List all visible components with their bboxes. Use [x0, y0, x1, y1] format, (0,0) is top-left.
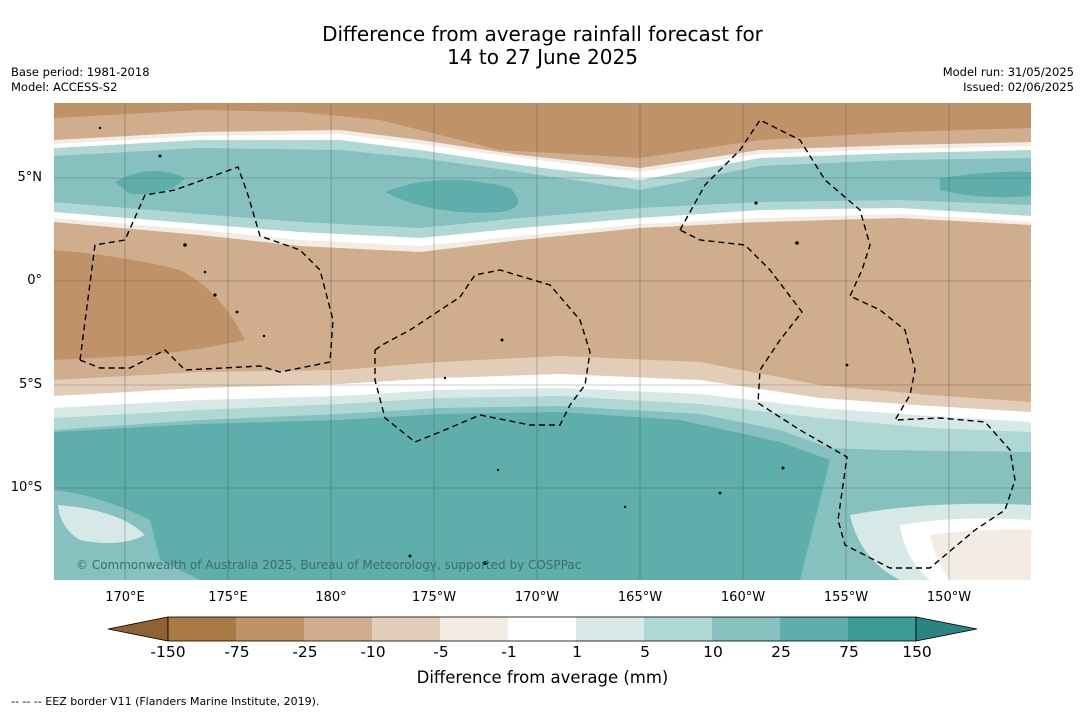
lon-label-150w: 150°W: [926, 590, 972, 605]
lon-label-170w: 170°W: [514, 590, 560, 605]
colorbar-tick: -25: [292, 643, 318, 661]
eez-borders: [79, 119, 1016, 569]
lon-label-155w: 155°W: [823, 590, 869, 605]
lon-label-170e: 170°E: [105, 590, 145, 605]
colorbar-swatch: [644, 617, 712, 641]
model-run-text: Model run: 31/05/2025: [942, 65, 1074, 79]
colorbar-swatch: [236, 617, 304, 641]
run-info: Model run: 31/05/2025 Issued: 02/06/2025: [943, 65, 1074, 95]
wet-core-1: [115, 170, 185, 195]
anomaly-field: [54, 103, 1031, 580]
colorbar-tick: 10: [703, 643, 723, 661]
colorbar-swatch: [168, 617, 236, 641]
eez-line-islands: [679, 119, 1016, 569]
wet-core-south: [54, 412, 830, 580]
wet-core-2: [385, 179, 518, 213]
colorbar-tick: 150: [902, 643, 932, 661]
colorbar-swatch: [780, 617, 848, 641]
lat-label-10s: 10°S: [10, 480, 42, 495]
colorbar-tick: -10: [360, 643, 386, 661]
colorbar-tick: -5: [433, 643, 449, 661]
colorbar-extend-high: [915, 616, 978, 642]
lat-label-5s: 5°S: [18, 377, 42, 392]
colorbar-swatch: [848, 617, 916, 641]
colorbar-extend-low: [107, 616, 169, 642]
dry-patch-west: [54, 250, 245, 360]
colorbar-swatch: [304, 617, 372, 641]
lat-label-0: 0°: [27, 273, 42, 288]
colorbar-swatch: [372, 617, 440, 641]
colorbar-tick: 25: [771, 643, 791, 661]
colorbar-tick: 5: [640, 643, 650, 661]
lon-label-175w: 175°W: [411, 590, 457, 605]
dry-band-north: [54, 103, 1031, 158]
colorbar-tick: 75: [839, 643, 859, 661]
colorbar-tick: 1: [572, 643, 582, 661]
map-title-line2: 14 to 27 June 2025: [447, 45, 638, 69]
eez-phoenix: [374, 269, 591, 443]
colorbar-tick: -150: [150, 643, 186, 661]
issued-text: Issued: 02/06/2025: [963, 80, 1074, 94]
map-title-line1: Difference from average rainfall forecas…: [322, 22, 763, 46]
lon-label-180: 180°: [315, 590, 347, 605]
colorbar-frame: [167, 616, 917, 642]
lon-label-160w: 160°W: [720, 590, 766, 605]
eez-legend-text: -- -- -- EEZ border V11 (Flanders Marine…: [11, 695, 320, 708]
base-period-text: Base period: 1981-2018: [11, 65, 150, 79]
colorbar-swatch: [440, 617, 508, 641]
lon-label-175e: 175°E: [208, 590, 248, 605]
colorbar-label: Difference from average (mm): [416, 668, 669, 687]
colorbar-tick: -75: [224, 643, 250, 661]
colorbar-tick: -1: [501, 643, 517, 661]
lat-label-5n: 5°N: [17, 170, 43, 185]
colorbar-swatch: [712, 617, 780, 641]
island-markers: [98, 126, 849, 565]
lon-label-165w: 165°W: [617, 590, 663, 605]
copyright-text: © Commonwealth of Australia 2025, Bureau…: [76, 558, 582, 572]
base-info: Base period: 1981-2018 Model: ACCESS-S2: [11, 65, 150, 95]
graticule: [54, 103, 1031, 580]
colorbar: [107, 616, 978, 642]
eez-kiribati-west: [79, 166, 334, 373]
colorbar-swatch: [576, 617, 644, 641]
colorbar-swatch: [508, 617, 576, 641]
model-text: Model: ACCESS-S2: [11, 80, 118, 94]
dry-patch-southeast: [930, 529, 1031, 580]
